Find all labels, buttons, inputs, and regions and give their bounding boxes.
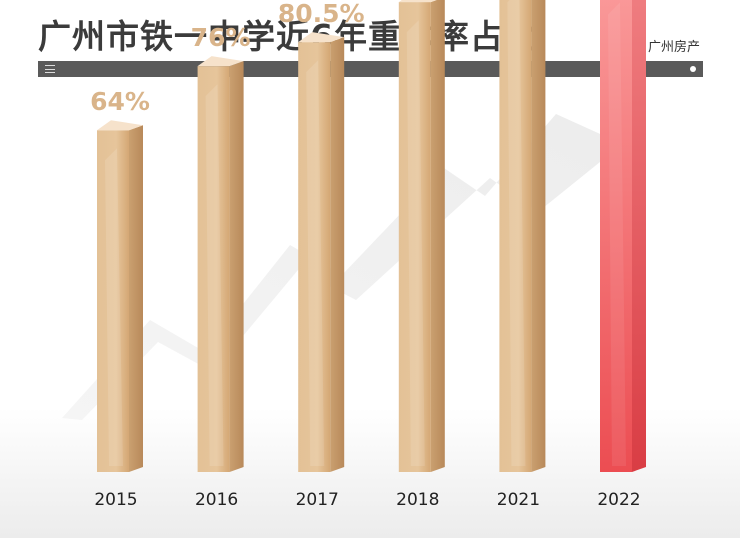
bar-2022: 91.3%2022 — [597, 0, 646, 510]
data-label: 64% — [90, 87, 150, 116]
bar-front — [600, 0, 632, 472]
x-tick-label: 2016 — [195, 490, 238, 510]
bar-2015: 64% 2015 — [90, 87, 150, 510]
menu-icon — [45, 65, 55, 73]
bar-group: 64% 2015 76% 2016 80.5% 2017 88%2018 93.6%2021 9… — [90, 0, 646, 510]
x-tick-label: 2017 — [296, 490, 339, 510]
x-tick-label: 2018 — [396, 490, 439, 510]
bar-front — [197, 66, 230, 472]
bar-top — [298, 32, 345, 43]
chart-title: 广州市铁一中学近6年重本率占比 — [38, 17, 538, 56]
x-tick-label: 2022 — [597, 490, 640, 510]
bar-2018: 88%2018 — [396, 0, 445, 510]
trend-arrow — [62, 114, 640, 420]
data-label: 76% — [191, 23, 251, 52]
bar-side — [531, 0, 546, 472]
bar-front — [499, 0, 532, 473]
bar-side — [229, 61, 244, 472]
data-label: 80.5% — [278, 0, 365, 28]
bar-top — [97, 120, 143, 131]
bar-highlight — [306, 60, 325, 466]
bar-highlight — [205, 84, 224, 466]
x-tick-label: 2015 — [94, 490, 137, 510]
bar-highlight — [406, 20, 425, 467]
bar-front — [398, 2, 431, 473]
bar-front — [298, 42, 331, 472]
bar-2016: 76% 2016 — [191, 23, 251, 510]
bar-side — [330, 37, 345, 472]
x-tick-label: 2021 — [497, 490, 540, 510]
bar-highlight — [507, 0, 526, 466]
bar-2021: 93.6%2021 — [497, 0, 546, 510]
bar-side — [430, 0, 445, 472]
bar-highlight — [105, 148, 123, 467]
dot-icon — [690, 66, 696, 72]
bar-top — [197, 56, 244, 67]
bar-top — [398, 0, 437, 3]
bar-2017: 80.5% 2017 — [278, 0, 365, 510]
bar-side — [632, 0, 646, 472]
bar-front — [97, 130, 129, 473]
bar-highlight — [608, 2, 626, 466]
bar-side — [129, 125, 143, 473]
